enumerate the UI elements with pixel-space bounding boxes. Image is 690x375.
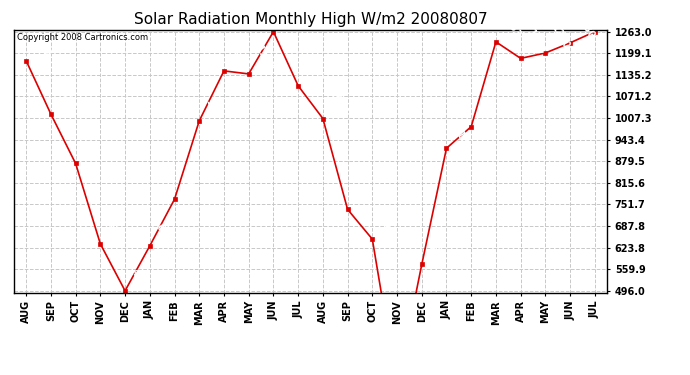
Text: 1263: 1263: [599, 2, 621, 30]
Text: 1233: 1233: [500, 12, 522, 40]
Text: 1006: 1006: [327, 89, 349, 117]
Text: 649: 649: [377, 215, 395, 238]
Text: 918: 918: [451, 124, 469, 147]
Text: 1177: 1177: [30, 31, 52, 59]
Text: 574: 574: [426, 240, 445, 263]
Text: 737: 737: [352, 186, 371, 208]
Text: 982: 982: [475, 103, 494, 125]
Text: 212: 212: [0, 374, 1, 375]
Text: 873: 873: [80, 140, 99, 162]
Text: 1147: 1147: [228, 41, 250, 69]
Text: Copyright 2008 Cartronics.com: Copyright 2008 Cartronics.com: [17, 33, 148, 42]
Text: 1200: 1200: [549, 23, 572, 52]
Text: 1138: 1138: [253, 44, 275, 72]
Text: 1263: 1263: [277, 2, 299, 30]
Text: 1103: 1103: [302, 56, 324, 84]
Title: Solar Radiation Monthly High W/m2 20080807: Solar Radiation Monthly High W/m2 200808…: [134, 12, 487, 27]
Text: 767: 767: [179, 176, 197, 198]
Text: 1230: 1230: [574, 13, 596, 42]
Text: 629: 629: [154, 222, 172, 245]
Text: 1019: 1019: [55, 84, 77, 113]
Text: 999: 999: [204, 97, 222, 120]
Text: 496: 496: [129, 267, 148, 290]
Text: 635: 635: [104, 220, 124, 243]
Text: 1184: 1184: [525, 28, 547, 57]
